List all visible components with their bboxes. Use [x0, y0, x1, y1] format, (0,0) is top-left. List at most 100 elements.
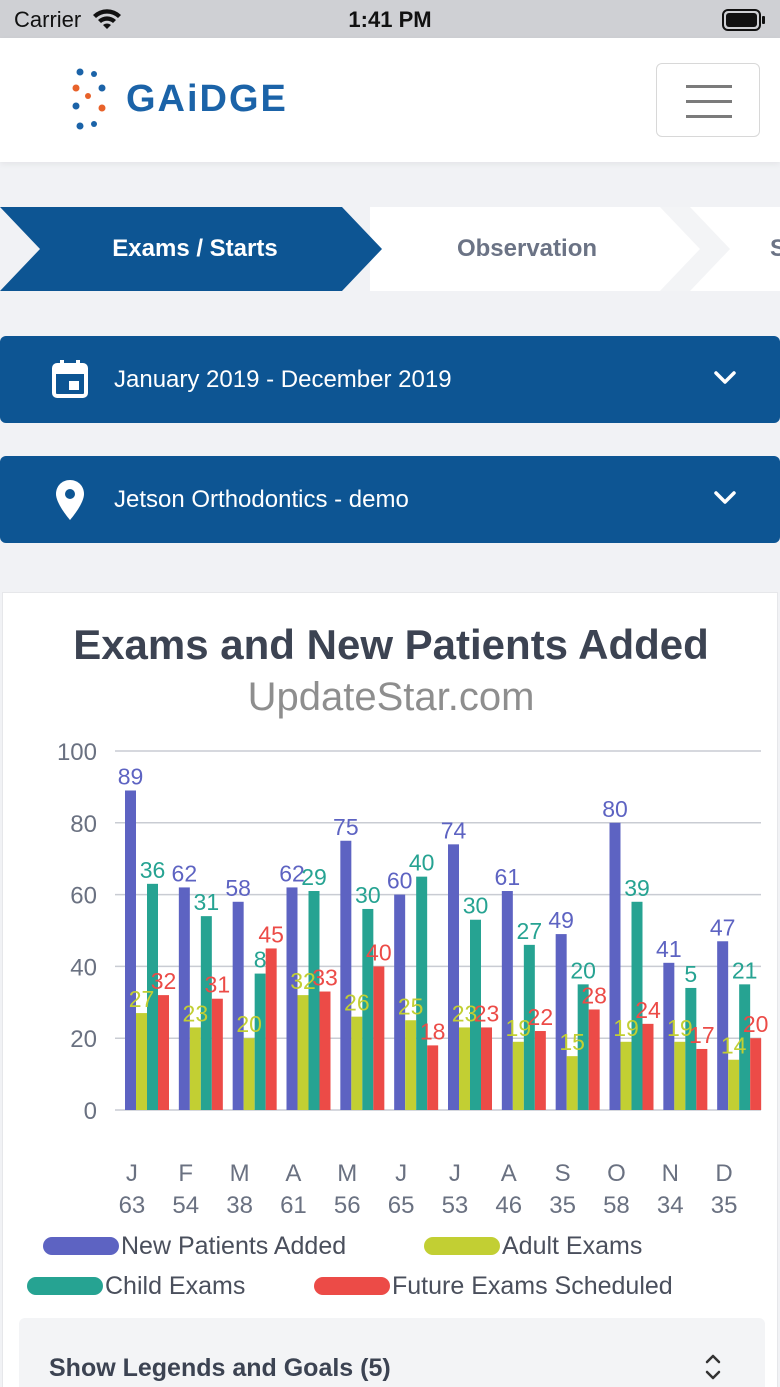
x-tick-label: M	[230, 1160, 250, 1187]
legend-new-patients[interactable]: New Patients Added	[43, 1231, 346, 1261]
date-range-selector[interactable]: January 2019 - December 2019	[0, 336, 780, 423]
bar	[620, 1041, 632, 1110]
bar	[265, 948, 277, 1110]
legend-adult-exams[interactable]: Adult Exams	[424, 1231, 642, 1261]
bar	[189, 1027, 201, 1110]
data-label: 45	[258, 921, 284, 947]
data-label: 20	[236, 1011, 262, 1037]
data-label: 18	[420, 1018, 446, 1044]
logo-mark-icon	[72, 68, 106, 130]
data-label: 21	[732, 957, 758, 983]
data-label: 26	[344, 990, 370, 1016]
bar	[663, 962, 675, 1110]
data-label: 32	[151, 968, 177, 994]
location-label: Jetson Orthodontics - demo	[114, 486, 409, 513]
x-tick-total: 35	[711, 1192, 738, 1219]
bar	[297, 995, 309, 1110]
location-pin-icon	[56, 480, 84, 525]
bar	[555, 934, 567, 1110]
x-tick-label: N	[662, 1160, 679, 1187]
data-label: 62	[279, 860, 305, 886]
data-label: 5	[684, 961, 697, 987]
data-label: 33	[312, 965, 338, 991]
bar	[136, 1013, 147, 1110]
x-tick-total: 58	[603, 1192, 630, 1219]
location-selector[interactable]: Jetson Orthodontics - demo	[0, 456, 780, 543]
chevron-down-icon	[713, 490, 737, 511]
bar	[523, 944, 535, 1110]
bar	[685, 987, 697, 1110]
data-label: 60	[387, 868, 413, 894]
legend-child-exams[interactable]: Child Exams	[27, 1271, 245, 1301]
show-legends-goals-toggle[interactable]: Show Legends and Goals (5)	[19, 1318, 765, 1387]
bar	[200, 916, 212, 1110]
bar	[362, 908, 374, 1110]
data-label: 20	[743, 1011, 769, 1037]
y-tick-label: 40	[70, 954, 97, 981]
bar-chart: 02040608010089362732J6362312331F54588204…	[57, 739, 769, 1219]
x-tick-label: J	[449, 1160, 461, 1187]
menu-icon-line	[686, 115, 732, 118]
bar	[717, 941, 729, 1110]
legend-swatch	[424, 1237, 500, 1255]
x-tick-total: 38	[226, 1192, 253, 1219]
bar	[319, 991, 331, 1110]
legend-label: Child Exams	[105, 1271, 246, 1300]
data-label: 27	[517, 918, 543, 944]
bar	[739, 984, 751, 1110]
bar	[158, 995, 169, 1110]
y-tick-label: 60	[70, 883, 97, 910]
x-tick-total: 56	[334, 1192, 361, 1219]
data-label: 32	[290, 968, 316, 994]
data-label: 74	[441, 817, 467, 843]
data-label: 75	[333, 814, 359, 840]
legend-label: Adult Exams	[502, 1231, 643, 1260]
goals-label: Show Legends and Goals (5)	[49, 1354, 391, 1382]
data-label: 49	[548, 907, 574, 933]
data-label: 14	[721, 1033, 747, 1059]
calendar-icon	[52, 360, 88, 403]
tab-exams-starts[interactable]: Exams / Starts	[112, 235, 278, 262]
tab-next[interactable]: S	[770, 235, 780, 262]
date-range-label: January 2019 - December 2019	[114, 366, 452, 393]
status-bar: Carrier 1:41 PM	[0, 0, 780, 38]
x-tick-label: S	[555, 1160, 571, 1187]
bar	[448, 844, 459, 1110]
data-label: 15	[559, 1029, 585, 1055]
data-label: 25	[398, 993, 424, 1019]
data-label: 23	[474, 1000, 500, 1026]
bar	[588, 1009, 600, 1110]
data-label: 24	[635, 997, 661, 1023]
bar	[178, 887, 190, 1110]
data-label: 39	[624, 875, 650, 901]
data-label: 19	[667, 1015, 693, 1041]
chevron-down-icon	[713, 370, 737, 391]
x-tick-label: F	[178, 1160, 193, 1187]
y-tick-label: 100	[57, 739, 97, 766]
data-label: 80	[602, 796, 628, 822]
brand-logo[interactable]: GAiDGE	[72, 68, 288, 130]
x-tick-total: 63	[119, 1192, 146, 1219]
bar	[394, 894, 406, 1110]
data-label: 23	[183, 1000, 209, 1026]
bar	[642, 1023, 654, 1110]
data-label: 61	[495, 864, 521, 890]
data-label: 89	[118, 763, 144, 789]
bar	[750, 1038, 762, 1110]
hamburger-menu-button[interactable]	[656, 63, 760, 137]
data-label: 29	[301, 864, 327, 890]
wifi-icon	[92, 7, 122, 34]
bar	[566, 1056, 578, 1110]
x-tick-total: 61	[280, 1192, 307, 1219]
legend-swatch	[43, 1237, 119, 1255]
bar	[373, 966, 385, 1110]
data-label: 31	[194, 889, 220, 915]
bar	[696, 1048, 708, 1110]
watermark: UpdateStar.com	[247, 675, 535, 719]
bar	[609, 822, 621, 1110]
tab-observation[interactable]: Observation	[456, 235, 598, 262]
legend-future-exams[interactable]: Future Exams Scheduled	[314, 1271, 673, 1301]
top-navbar: GAiDGE	[0, 38, 780, 162]
data-label: 62	[172, 860, 198, 886]
chart-title: Exams and New Patients Added	[73, 621, 709, 668]
